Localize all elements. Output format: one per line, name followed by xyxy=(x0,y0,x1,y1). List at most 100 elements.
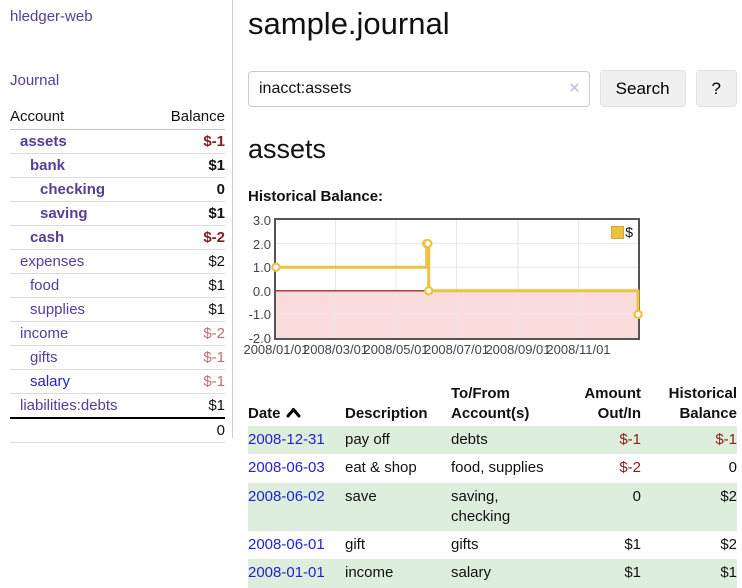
transaction-amount: $1 xyxy=(624,564,641,582)
y-axis-tick-label: -2.0 xyxy=(248,331,271,346)
y-axis-tick-label: 3.0 xyxy=(252,213,271,228)
data-point[interactable] xyxy=(633,309,643,320)
y-axis: 3.0 2.0 1.0 0.0 -1.0 -2.0 xyxy=(248,214,271,345)
sidebar-account-balance: $1 xyxy=(152,297,225,322)
sidebar-account-link[interactable]: income xyxy=(20,325,69,342)
sidebar-account-row: checking 0 xyxy=(10,177,225,202)
plot-area[interactable]: $ xyxy=(271,218,643,340)
help-button[interactable]: ? xyxy=(695,70,737,107)
accounts-header-row: Account Balance xyxy=(10,106,225,130)
transaction-date-link[interactable]: 2008-06-01 xyxy=(248,536,325,553)
page-title: sample.journal xyxy=(248,6,450,41)
transaction-row: 2008-06-02 save saving, checking 0 $2 xyxy=(248,482,737,531)
x-axis-tick-label: 2008/01/01 xyxy=(243,342,309,357)
sidebar-account-link[interactable]: saving xyxy=(40,205,88,222)
sidebar-account-row: income $-2 xyxy=(10,321,225,346)
transaction-row: 2008-01-01 income salary $1 $1 xyxy=(248,559,737,588)
date-header-label: Date xyxy=(248,404,281,422)
transaction-row: 2008-06-01 gift gifts $1 $2 xyxy=(248,531,737,559)
chart-canvas xyxy=(271,220,643,338)
main-content: sample.journal ✕ Search ? assets Histori… xyxy=(243,0,737,588)
sidebar: hledger-web Journal Account Balance asse… xyxy=(10,8,225,443)
sidebar-account-link[interactable]: salary xyxy=(30,373,71,390)
chart-title: Historical Balance: xyxy=(248,188,384,205)
sidebar-account-link[interactable]: expenses xyxy=(20,253,85,270)
transaction-accounts: salary xyxy=(451,564,492,582)
sidebar-account-link[interactable]: checking xyxy=(40,181,106,198)
series-label: $ xyxy=(625,224,633,240)
sidebar-account-row: saving $1 xyxy=(10,201,225,226)
y-axis-tick-label: 2.0 xyxy=(252,236,271,252)
transaction-balance: $2 xyxy=(720,487,737,505)
transaction-amount: $1 xyxy=(624,536,641,553)
sidebar-account-balance: $-1 xyxy=(152,345,225,370)
transaction-date-link[interactable]: 2008-01-01 xyxy=(248,564,325,582)
accounts-total-balance: 0 xyxy=(152,417,225,443)
transaction-date-link[interactable]: 2008-06-02 xyxy=(248,487,325,505)
sidebar-account-link[interactable]: bank xyxy=(30,157,66,174)
sidebar-account-row: salary $-1 xyxy=(10,369,225,394)
sort-ascending-icon xyxy=(286,407,301,417)
sidebar-account-row: supplies $1 xyxy=(10,297,225,322)
sidebar-account-link[interactable]: cash xyxy=(30,229,65,246)
sidebar-account-row: liabilities:debts $1 xyxy=(10,394,225,419)
sidebar-account-balance: $1 xyxy=(152,153,225,178)
transaction-date-link[interactable]: 2008-06-03 xyxy=(248,459,325,477)
historical-balance-chart: 3.0 2.0 1.0 0.0 -1.0 -2.0 $ 2008/01/01 2008/03… xyxy=(243,214,643,358)
transaction-accounts: food, supplies xyxy=(451,459,544,477)
app-title-link[interactable]: hledger-web xyxy=(10,8,93,25)
sidebar-account-balance: $1 xyxy=(152,201,225,226)
transaction-date-link[interactable]: 2008-12-31 xyxy=(248,431,325,448)
data-point[interactable] xyxy=(424,286,434,296)
accounts-column-header: Account xyxy=(10,106,153,130)
col-header-description[interactable]: Description xyxy=(345,404,428,422)
transaction-row: 2008-12-31 pay off debts $-1 $-1 xyxy=(248,426,737,455)
sidebar-account-link[interactable]: gifts xyxy=(30,349,58,366)
clear-search-icon[interactable]: ✕ xyxy=(568,79,581,97)
accounts-total-row: 0 xyxy=(10,417,225,443)
search-button[interactable]: Search xyxy=(599,70,686,107)
balance-column-header: Balance xyxy=(152,106,225,130)
data-point[interactable] xyxy=(271,262,281,272)
sidebar-account-link[interactable]: assets xyxy=(20,133,67,150)
y-axis-tick-label: 1.0 xyxy=(252,260,271,276)
y-axis-tick-label: 0.0 xyxy=(252,283,271,299)
col-header-amount[interactable]: Amount Out/In xyxy=(584,385,641,422)
col-header-date[interactable]: Date xyxy=(248,382,345,426)
account-heading: assets xyxy=(248,134,327,164)
sidebar-divider xyxy=(232,0,233,438)
sidebar-account-row: bank $1 xyxy=(10,153,225,178)
sidebar-account-link[interactable]: supplies xyxy=(30,301,86,318)
transaction-balance: $-1 xyxy=(715,431,737,448)
sidebar-account-balance: $1 xyxy=(208,397,225,414)
transaction-amount: 0 xyxy=(632,487,641,505)
register-table: Date Description To/From Account(s) Amou… xyxy=(248,382,737,588)
y-axis-tick-label: -1.0 xyxy=(248,307,271,323)
transaction-description: gift xyxy=(345,536,366,553)
transaction-accounts: debts xyxy=(451,431,488,448)
sidebar-account-link[interactable]: liabilities:debts xyxy=(20,397,118,414)
transaction-balance: 0 xyxy=(728,459,737,477)
search-input[interactable] xyxy=(248,70,590,107)
x-axis-tick-label: 2008/11/01 xyxy=(546,342,611,357)
sidebar-account-row: cash $-2 xyxy=(10,225,225,250)
chart-legend: $ xyxy=(610,224,634,240)
x-axis-tick-label: 2008/05/01 xyxy=(363,342,429,357)
transaction-description: eat & shop xyxy=(345,459,417,477)
transaction-amount: $-2 xyxy=(619,459,641,477)
col-header-balance[interactable]: Historical Balance xyxy=(668,385,737,422)
sidebar-account-link[interactable]: food xyxy=(30,277,60,294)
transaction-amount: $-1 xyxy=(619,431,641,448)
data-point[interactable] xyxy=(423,238,433,249)
sidebar-account-row: expenses $2 xyxy=(10,249,225,274)
sidebar-account-balance: $2 xyxy=(152,249,225,274)
x-axis-tick-label: 2008/03/01 xyxy=(302,342,369,357)
col-header-accounts[interactable]: To/From Account(s) xyxy=(451,385,530,422)
transaction-balance: $1 xyxy=(720,564,737,582)
transaction-description: pay off xyxy=(345,431,390,448)
search-bar: ✕ Search ? xyxy=(248,70,737,107)
sidebar-item-journal[interactable]: Journal xyxy=(10,72,60,89)
x-axis: 2008/01/01 2008/03/01 2008/05/01 2008/07/01… xyxy=(243,342,640,358)
x-axis-tick-label: 2008/07/01 xyxy=(423,342,490,357)
transaction-accounts: gifts xyxy=(451,536,479,553)
